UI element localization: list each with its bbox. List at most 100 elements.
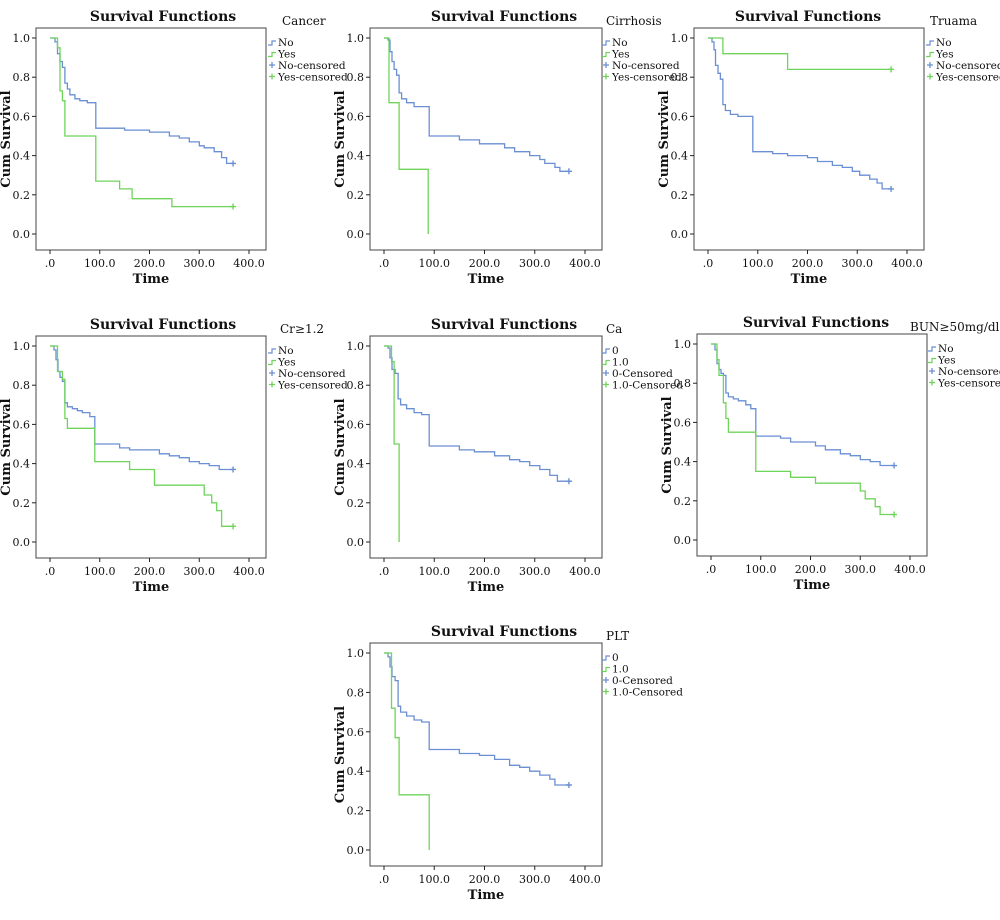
- y-tick-label: 0.8: [13, 379, 31, 392]
- chart-panel-5: Survival Functions 0.0 0.2 0.4 0.6 0.8 1.0 .0 10…: [333, 317, 683, 595]
- y-tick-label: 1.0: [347, 340, 365, 353]
- chart-panel-7: Survival Functions 0.0 0.2 0.4 0.6 0.8 1.0 .0 10…: [333, 624, 683, 903]
- legend-swatch-censor: [603, 62, 609, 68]
- y-tick-label: 0.6: [671, 110, 689, 123]
- x-tick-label: 400.0: [569, 565, 601, 578]
- legend-entry: No-censored: [938, 366, 1000, 378]
- legend-entry: No: [612, 37, 628, 49]
- chart-panel-2: Survival Functions 0.0 0.2 0.4 0.6 0.8 1.0 .0 10…: [333, 9, 682, 287]
- y-tick-label: 0.0: [347, 536, 365, 549]
- legend-entry: Yes: [935, 49, 954, 61]
- chart-title: Survival Functions: [90, 9, 236, 25]
- legend-title: Ca: [606, 322, 622, 336]
- legend-entry: 1.0-Censored: [612, 687, 683, 699]
- y-axis-label: Cum Survival: [333, 90, 348, 187]
- censor-mark: [888, 185, 895, 192]
- y-tick-label: 0.2: [347, 189, 365, 202]
- x-tick-label: 300.0: [845, 563, 877, 576]
- y-tick-label: 0.2: [671, 189, 689, 202]
- x-tick-label: 300.0: [519, 257, 551, 270]
- x-tick-label: 100.0: [419, 257, 451, 270]
- x-tick-label: .0: [706, 563, 717, 576]
- legend-entry: 1.0: [612, 664, 629, 676]
- legend-entry: Yes: [277, 357, 296, 369]
- x-tick-label: .0: [703, 257, 714, 270]
- censor-mark: [230, 466, 237, 473]
- censor-mark: [565, 168, 572, 175]
- x-tick-label: .0: [379, 257, 390, 270]
- y-tick-label: 0.8: [347, 379, 365, 392]
- legend-swatch-censor: [269, 73, 275, 80]
- legend-entry: No-censored: [278, 60, 346, 72]
- y-axis-label: Cum Survival: [660, 396, 675, 493]
- y-tick-label: 1.0: [347, 647, 365, 660]
- plot-frame: [35, 27, 267, 251]
- legend-swatch-censor: [603, 370, 609, 376]
- x-tick-label: 400.0: [894, 563, 926, 576]
- x-tick-label: 200.0: [792, 257, 824, 270]
- x-tick-label: 100.0: [419, 565, 451, 578]
- series-line-no: [50, 37, 234, 165]
- x-tick-label: .0: [379, 873, 390, 886]
- legend-swatch-line: [268, 51, 276, 58]
- legend-entry: No-censored: [278, 368, 346, 380]
- plot-frame: [35, 335, 267, 559]
- x-tick-label: 200.0: [469, 565, 501, 578]
- x-axis-label: Time: [133, 580, 170, 595]
- y-tick-label: 0.4: [13, 150, 31, 163]
- legend-entry: No: [936, 37, 952, 49]
- y-tick-label: 0.0: [347, 228, 365, 241]
- legend-swatch-censor: [929, 379, 935, 386]
- legend-swatch-line: [602, 51, 610, 58]
- legend-entry: Yes-censored: [935, 72, 1000, 84]
- legend-title: Cr≥1.2: [280, 322, 324, 336]
- legend-swatch-line: [602, 359, 610, 366]
- x-axis-label: Time: [468, 580, 505, 595]
- censor-mark: [230, 523, 237, 530]
- legend-entry: No: [278, 345, 294, 357]
- legend-swatch-censor: [269, 62, 275, 68]
- legend-title: Cirrhosis: [606, 14, 662, 28]
- y-axis-label: Cum Survival: [0, 90, 14, 187]
- legend-swatch-line: [268, 40, 276, 46]
- legend-swatch-censor: [929, 368, 935, 374]
- series-line-yes: [50, 37, 234, 208]
- x-tick-label: 200.0: [134, 565, 166, 578]
- y-axis-label: Cum Survival: [333, 398, 348, 495]
- y-tick-label: 0.4: [674, 456, 692, 469]
- legend-entry: 0-Censored: [612, 368, 673, 380]
- x-tick-label: 200.0: [134, 257, 166, 270]
- x-tick-label: 200.0: [795, 563, 827, 576]
- legend-entry: Yes-censored: [937, 378, 1000, 390]
- x-tick-label: 100.0: [84, 257, 116, 270]
- legend-swatch-line: [926, 40, 934, 46]
- y-tick-label: 0.8: [13, 71, 31, 84]
- censor-mark: [891, 462, 898, 469]
- y-axis-label: Cum Survival: [657, 90, 672, 187]
- y-tick-label: 0.2: [674, 495, 692, 508]
- chart-panel-6: Survival Functions 0.0 0.2 0.4 0.6 0.8 1.0 .0 10…: [660, 315, 1000, 593]
- y-tick-label: 0.6: [13, 418, 31, 431]
- legend-entry: Yes: [611, 49, 630, 61]
- x-tick-label: .0: [45, 565, 56, 578]
- y-tick-label: 1.0: [13, 32, 31, 45]
- legend-title: Cancer: [282, 14, 326, 28]
- legend-swatch-censor: [603, 73, 609, 80]
- censor-mark: [230, 160, 237, 167]
- legend-swatch-line: [602, 666, 610, 673]
- series-line-yes: [708, 37, 892, 71]
- legend-swatch-line: [602, 40, 610, 46]
- plot-frame: [693, 27, 925, 251]
- x-axis-label: Time: [468, 888, 505, 903]
- x-tick-label: 400.0: [569, 257, 601, 270]
- x-axis-label: Time: [794, 578, 831, 593]
- y-tick-label: 0.0: [347, 844, 365, 857]
- x-axis-label: Time: [468, 272, 505, 287]
- y-tick-label: 0.0: [13, 228, 31, 241]
- series-line-no: [711, 343, 895, 467]
- chart-title: Survival Functions: [743, 315, 889, 331]
- x-tick-label: 300.0: [842, 257, 874, 270]
- series-line-10: [384, 345, 400, 542]
- x-axis-label: Time: [791, 272, 828, 287]
- legend-entry: 1.0: [612, 357, 629, 369]
